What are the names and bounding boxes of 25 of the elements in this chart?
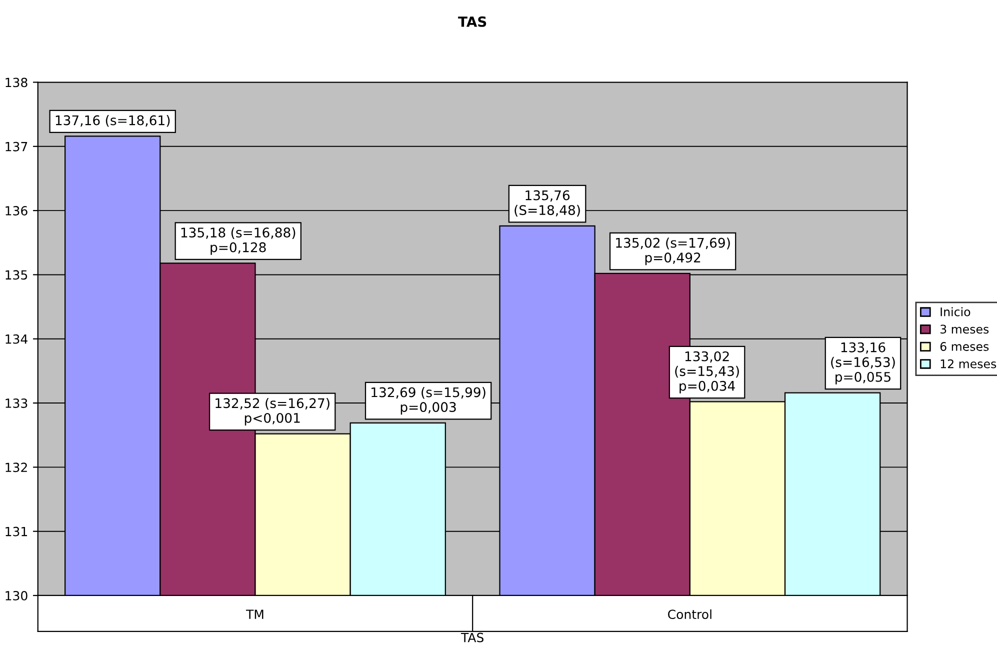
y-tick-label: 131 bbox=[6, 526, 28, 536]
y-tick-label: 138 bbox=[6, 78, 28, 88]
data-label: 132,69 (s=15,99) p=0,003 bbox=[372, 387, 486, 415]
data-label: 133,02 (s=15,43) p=0,034 bbox=[675, 351, 739, 394]
y-tick-label: 134 bbox=[6, 334, 28, 344]
y-tick-label: 137 bbox=[6, 142, 28, 152]
data-label: 135,02 (s=17,69) p=0,492 bbox=[616, 238, 730, 266]
data-label: 132,52 (s=16,27) p<0,001 bbox=[216, 398, 330, 426]
data-label: 133,16 (s=16,53) p=0,055 bbox=[831, 342, 895, 384]
y-tick-label: 132 bbox=[6, 462, 27, 472]
legend-label: 12 meses bbox=[940, 359, 996, 368]
y-tick-label: 130 bbox=[6, 590, 28, 600]
x-axis-title: TAS bbox=[460, 632, 484, 642]
legend-label: 3 meses bbox=[940, 324, 989, 334]
data-label: 135,18 (s=16,88) p=0,128 bbox=[181, 227, 296, 255]
y-tick-label: 136 bbox=[6, 206, 28, 216]
legend-label: Inicio bbox=[940, 307, 970, 316]
y-tick-label: 135 bbox=[6, 270, 28, 280]
y-tick-label: 133 bbox=[6, 398, 28, 408]
chart-title: TAS bbox=[458, 16, 486, 27]
data-label: 135,76 (S=18,48) bbox=[514, 190, 580, 217]
x-tick-label: Control bbox=[668, 609, 712, 620]
legend-label: 6 meses bbox=[940, 342, 989, 351]
data-label: 137,16 (s=18,61) bbox=[56, 115, 170, 127]
x-tick-label: TM bbox=[246, 610, 264, 619]
